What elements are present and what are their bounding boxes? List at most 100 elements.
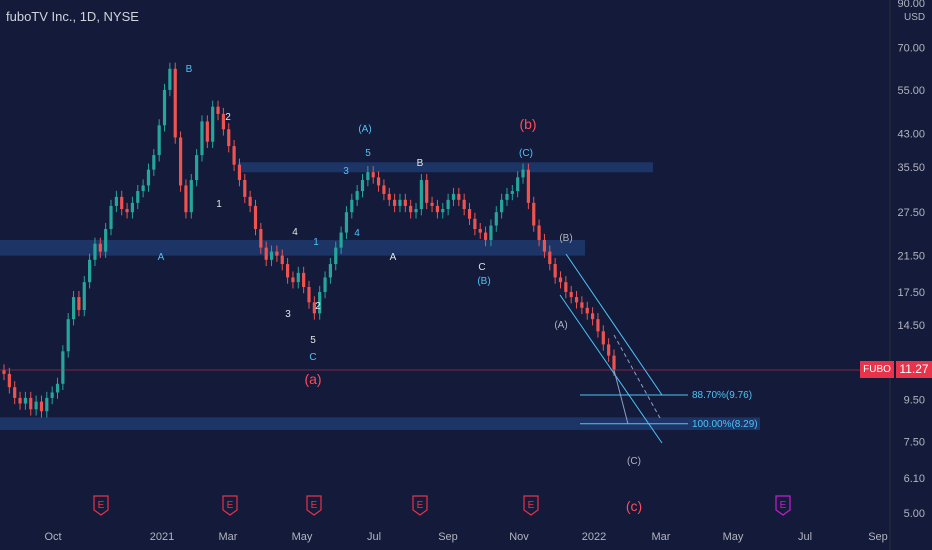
time-axis-tick-label: Oct bbox=[44, 531, 61, 543]
candle-body bbox=[136, 191, 140, 203]
candle-body bbox=[120, 196, 124, 210]
wave-label: (B) bbox=[477, 276, 490, 287]
candle-body bbox=[516, 177, 520, 192]
candle-body bbox=[146, 169, 151, 186]
zone-band bbox=[238, 162, 653, 173]
candle-body bbox=[227, 129, 231, 147]
candle-body bbox=[355, 191, 359, 200]
candle-body bbox=[446, 199, 450, 210]
wave-label: 3 bbox=[343, 166, 349, 177]
candle-body bbox=[532, 202, 536, 226]
candle-body bbox=[323, 277, 327, 292]
candle-body bbox=[312, 302, 316, 314]
candle-body bbox=[350, 199, 354, 213]
earnings-marker-label: E bbox=[311, 500, 318, 511]
candle-body bbox=[178, 137, 183, 186]
candle-body bbox=[130, 202, 135, 213]
candle-body bbox=[430, 202, 434, 206]
candle-body bbox=[39, 401, 44, 412]
earnings-marker-icon bbox=[412, 495, 428, 516]
price-axis-tick-label: 43.00 bbox=[897, 128, 925, 140]
candle-body bbox=[189, 180, 193, 213]
earnings-marker-icon bbox=[93, 495, 109, 516]
earnings-marker-icon bbox=[222, 495, 238, 516]
time-axis-tick-label: May bbox=[723, 531, 744, 543]
price-axis-tick-label: 7.50 bbox=[904, 436, 925, 448]
candle-body bbox=[237, 164, 242, 181]
candle-body bbox=[195, 155, 199, 181]
candle-body bbox=[473, 218, 477, 230]
price-axis: 90.00 70.00 55.00 43.00 35.50 27.50 21.50 17.50… bbox=[889, 0, 925, 550]
time-axis-tick-label: Nov bbox=[509, 531, 529, 543]
candle-body bbox=[590, 313, 595, 320]
wave-label: 2 bbox=[315, 301, 321, 312]
price-axis-tick-label: 9.50 bbox=[904, 395, 925, 407]
support-resistance-zones bbox=[0, 162, 760, 431]
time-axis-tick-label: Jul bbox=[367, 531, 381, 543]
candle-body bbox=[558, 277, 563, 283]
candle-body bbox=[280, 255, 284, 265]
projection-line bbox=[613, 369, 629, 425]
candle-body bbox=[162, 89, 167, 126]
earnings-marker-label: E bbox=[227, 500, 234, 511]
candle-body bbox=[403, 199, 407, 206]
candle-body bbox=[376, 177, 381, 186]
wave-label: (C) bbox=[627, 456, 641, 467]
candle-body bbox=[29, 397, 33, 410]
price-axis-tick-label: 21.50 bbox=[897, 251, 925, 263]
candle-body bbox=[275, 251, 279, 256]
candle-body bbox=[82, 282, 86, 310]
price-axis-tick-label: 90.00 bbox=[897, 0, 925, 10]
candle-body bbox=[307, 286, 311, 303]
candle-body bbox=[61, 351, 65, 384]
candle-body bbox=[601, 331, 605, 345]
zone-band bbox=[0, 239, 585, 256]
candle-body bbox=[483, 232, 488, 240]
ticker-badge: FUBO bbox=[860, 361, 894, 378]
candle-body bbox=[184, 185, 188, 213]
candle-body bbox=[371, 172, 375, 178]
time-axis-tick-label: Sep bbox=[438, 531, 458, 543]
candle-body bbox=[291, 277, 295, 283]
candle-body bbox=[393, 199, 397, 206]
wave-label: (A) bbox=[554, 320, 567, 331]
candle-body bbox=[574, 297, 579, 303]
candle-body bbox=[612, 355, 616, 370]
candle-body bbox=[489, 225, 493, 240]
candle-body bbox=[232, 146, 236, 165]
candle-body bbox=[548, 251, 552, 265]
earnings-marker-label: E bbox=[417, 500, 424, 511]
fib-level-label: 88.70%(9.76) bbox=[692, 390, 752, 401]
candle-body bbox=[339, 232, 343, 248]
candle-body bbox=[398, 199, 402, 206]
wave-label: 2 bbox=[225, 112, 231, 123]
candle-body bbox=[462, 199, 466, 210]
wave-label: C bbox=[478, 262, 485, 273]
candle-body bbox=[334, 247, 338, 265]
price-axis-tick-label: 5.00 bbox=[904, 508, 925, 520]
wave-labels: B 2 (A) 5 (b) (C) 3 B 1 4 1 4 (B) A A C (B) 3 2 5 C (A) (a) (C)… bbox=[158, 64, 643, 514]
candle-body bbox=[55, 383, 60, 393]
price-axis-tick-label: 27.50 bbox=[897, 207, 925, 219]
time-axis-tick-label: 2021 bbox=[150, 531, 174, 543]
currency-label: USD bbox=[904, 12, 926, 23]
candle-body bbox=[168, 68, 172, 90]
wave-label: A bbox=[390, 252, 397, 263]
wave-label: 4 bbox=[292, 227, 298, 238]
candle-body bbox=[500, 199, 504, 213]
zone-band bbox=[0, 417, 760, 431]
wave-label: 3 bbox=[285, 309, 291, 320]
descending-channel bbox=[559, 253, 663, 444]
candle-body bbox=[596, 319, 600, 332]
earnings-marker-label: E bbox=[98, 500, 105, 511]
candle-body bbox=[457, 193, 461, 200]
candle-body bbox=[521, 169, 525, 178]
wave-label: (a) bbox=[304, 371, 321, 387]
projection-dashed-line bbox=[613, 334, 661, 419]
price-axis-tick-label: 17.50 bbox=[897, 287, 925, 299]
candle-body bbox=[13, 387, 17, 398]
candle-body bbox=[34, 401, 38, 410]
candle-body bbox=[285, 264, 290, 278]
candle-body bbox=[98, 243, 102, 252]
